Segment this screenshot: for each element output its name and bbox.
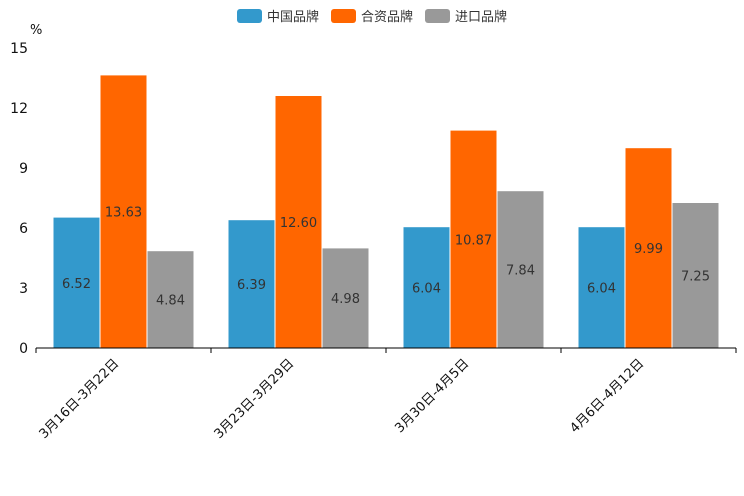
bar[interactable] [100, 75, 147, 349]
legend-item[interactable]: 中国品牌 [237, 9, 319, 25]
bar-value-label: 9.99 [634, 242, 663, 257]
bar-value-label: 7.84 [506, 264, 535, 279]
y-tick-label: 12 [10, 101, 28, 117]
y-tick-label: 9 [19, 161, 28, 177]
bar[interactable] [147, 251, 194, 348]
bar-value-label: 13.63 [105, 206, 142, 221]
bar-value-label: 4.98 [331, 292, 360, 307]
bar[interactable] [625, 148, 672, 348]
legend[interactable]: 中国品牌 合资品牌 进口品牌 [237, 9, 507, 25]
bar-value-label: 12.60 [280, 216, 317, 231]
legend-label: 中国品牌 [267, 9, 319, 25]
bar[interactable] [450, 130, 497, 348]
bar[interactable] [403, 227, 450, 348]
bar[interactable] [497, 191, 544, 348]
y-tick-label: 0 [19, 341, 28, 357]
x-category-label: 3月16日-3月22日 [37, 356, 123, 442]
x-axis-ticks [35, 348, 737, 353]
legend-item[interactable]: 合资品牌 [331, 9, 413, 25]
bar[interactable] [228, 220, 275, 348]
y-axis-ticks: 0 3 6 9 12 15 [10, 41, 28, 357]
legend-label: 进口品牌 [455, 9, 507, 25]
legend-swatch [331, 9, 356, 23]
y-tick-label: 6 [19, 221, 28, 237]
bar-value-label: 6.52 [62, 277, 91, 292]
bar-value-label: 6.04 [412, 282, 441, 297]
legend-swatch [237, 9, 262, 23]
bar[interactable] [275, 96, 322, 348]
bars [53, 75, 719, 349]
x-category-label: 3月30日-4月5日 [392, 356, 472, 436]
legend-item[interactable]: 进口品牌 [425, 9, 507, 25]
bar[interactable] [578, 227, 625, 348]
bar-value-label: 4.84 [156, 294, 185, 309]
data-labels: 6.52 6.39 6.04 6.04 13.63 12.60 10.87 9.99 4.84 4… [62, 206, 710, 309]
x-category-label: 3月23日-3月29日 [212, 356, 298, 442]
y-tick-label: 3 [19, 281, 28, 297]
x-category-label: 4月6日-4月12日 [567, 356, 647, 436]
bar-value-label: 7.25 [681, 270, 710, 285]
legend-swatch [425, 9, 450, 23]
bar[interactable] [53, 217, 100, 348]
bar[interactable] [672, 203, 719, 348]
y-axis-unit-label: % [30, 23, 42, 38]
bar[interactable] [322, 248, 369, 348]
bar-value-label: 10.87 [455, 233, 492, 248]
legend-label: 合资品牌 [361, 9, 413, 25]
x-axis-labels: 3月16日-3月22日 3月23日-3月29日 3月30日-4月5日 4月6日-4月1… [37, 356, 648, 442]
bar-value-label: 6.39 [237, 278, 266, 293]
bar-value-label: 6.04 [587, 282, 616, 297]
y-tick-label: 15 [10, 41, 28, 57]
